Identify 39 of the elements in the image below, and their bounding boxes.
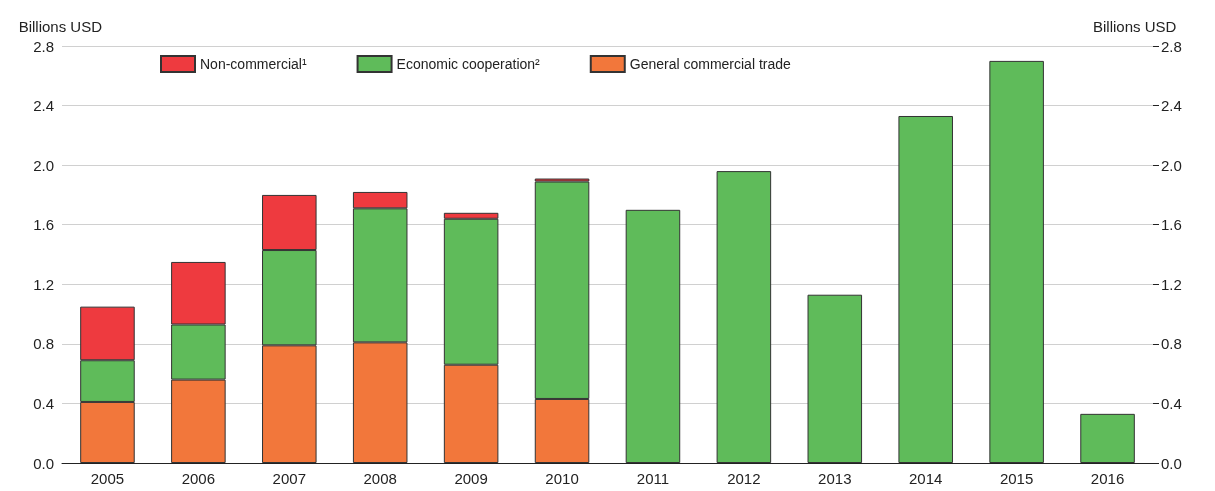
y-tick-label: 0.4: [33, 394, 54, 412]
y2-tick-label: 2.4: [1161, 97, 1182, 115]
x-tick-label: 2006: [181, 470, 216, 487]
x-tick-label: 2005: [90, 470, 125, 487]
y2-tick-label: 0.4: [1161, 394, 1182, 412]
bar: [716, 171, 772, 463]
y-tick-label: 0.8: [33, 335, 54, 353]
y2-tick-label: 2.0: [1161, 156, 1182, 174]
x-tick-label: 2008: [363, 470, 397, 487]
y2-tick-label: 1.2: [1161, 275, 1182, 293]
x-tick-label: 2016: [1090, 470, 1125, 487]
x-tick-label: 2012: [727, 470, 761, 487]
x-tick-label: 2010: [545, 470, 579, 487]
bar: [989, 60, 1044, 463]
legend-label: General commercial trade: [629, 56, 792, 72]
y2-tick-label: 1.6: [1161, 216, 1182, 234]
x-tick-label: 2007: [272, 470, 306, 487]
y2-tick-label: 0.0: [1161, 454, 1182, 472]
y-tick-label: 2.8: [33, 37, 54, 55]
bar: [625, 209, 681, 463]
y-axis-title: Billions USD: [18, 18, 103, 35]
x-tick-label: 2014: [909, 470, 943, 487]
y-tick-label: 2.4: [33, 97, 54, 115]
x-tick-label: 2011: [636, 470, 670, 487]
y-tick-label: 0.0: [33, 454, 54, 472]
legend-label: Non-commercial¹: [200, 56, 307, 72]
y2-axis-title: Billions USD: [1093, 18, 1177, 35]
y-tick-label: 2.0: [33, 156, 54, 174]
x-tick-label: 2009: [454, 470, 488, 487]
legend-label: Economic cooperation²: [396, 56, 541, 72]
bar: [1080, 413, 1135, 463]
y2-tick-label: 0.8: [1161, 335, 1182, 353]
bar: [807, 294, 863, 463]
y2-tick-label: 2.8: [1161, 37, 1182, 55]
x-tick-label: 2015: [999, 470, 1034, 487]
bar: [898, 116, 953, 463]
y-tick-label: 1.6: [33, 216, 54, 234]
y-tick-label: 1.2: [33, 275, 54, 293]
x-tick-label: 2013: [818, 470, 852, 487]
